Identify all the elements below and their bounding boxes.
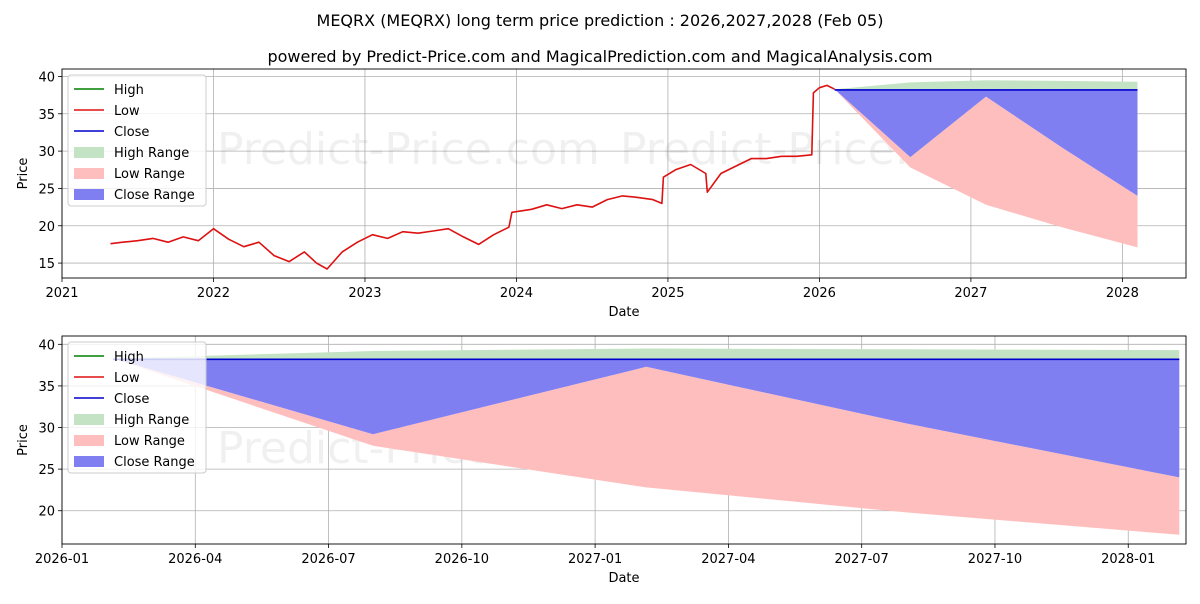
x-tick-label: 2027-01: [568, 552, 622, 567]
x-axis-label: Date: [608, 571, 639, 586]
y-tick-label: 25: [38, 182, 55, 197]
legend-swatch-patch: [74, 435, 104, 446]
y-axis-label: Price: [16, 158, 31, 190]
x-tick-label: 2026-04: [168, 552, 222, 567]
legend-swatch-patch: [74, 414, 104, 425]
low-range-band: [834, 89, 1138, 248]
high-range-band: [113, 348, 1180, 359]
legend-label: Low Range: [114, 167, 185, 182]
legend-label: Close Range: [114, 188, 195, 203]
y-tick-label: 35: [38, 380, 55, 395]
high-range-band: [834, 80, 1138, 90]
legend-label: Close: [114, 125, 149, 140]
legend-swatch-patch: [74, 456, 104, 467]
x-tick-label: 2027: [954, 286, 987, 301]
chart-subtitle: powered by Predict-Price.com and Magical…: [267, 47, 932, 66]
x-tick-label: 2026-07: [301, 552, 355, 567]
watermark-text: Predict-Price.com: [217, 124, 600, 175]
x-tick-label: 2026-01: [35, 552, 89, 567]
y-tick-label: 20: [38, 220, 55, 235]
x-tick-label: 2026: [803, 286, 836, 301]
x-tick-label: 2027-07: [835, 552, 889, 567]
x-tick-label: 2025: [651, 286, 684, 301]
y-tick-label: 40: [38, 70, 55, 85]
y-tick-label: 30: [38, 145, 55, 160]
legend-label: High Range: [114, 413, 189, 428]
legend-label: Low: [114, 371, 140, 386]
x-axis-label: Date: [608, 305, 639, 320]
y-tick-label: 40: [38, 338, 55, 353]
x-tick-label: 2023: [348, 286, 381, 301]
legend-label: High: [114, 350, 144, 365]
legend-label: Close: [114, 392, 149, 407]
legend: High Low Close High Range Low Range Close Ran…: [67, 341, 207, 474]
x-tick-label: 2028-01: [1101, 552, 1155, 567]
y-tick-label: 15: [38, 257, 55, 272]
x-tick-label: 2021: [45, 286, 78, 301]
x-tick-label: 2026-10: [435, 552, 489, 567]
y-tick-label: 30: [38, 422, 55, 437]
y-tick-label: 25: [38, 463, 55, 478]
y-tick-label: 20: [38, 505, 55, 520]
plot-area: [110, 80, 1138, 270]
legend-label: High: [114, 83, 144, 98]
y-tick-label: 35: [38, 108, 55, 123]
legend-swatch-patch: [74, 168, 104, 179]
axes-frame: [61, 335, 1187, 545]
plot-area: [113, 348, 1180, 535]
x-tick-label: 2027-04: [701, 552, 755, 567]
low-range-band: [113, 358, 1180, 535]
x-tick-label: 2024: [500, 286, 533, 301]
legend-label: Low Range: [114, 434, 185, 449]
legend-swatch-patch: [74, 147, 104, 158]
legend: High Low Close High Range Low Range Close Ran…: [67, 74, 207, 207]
low-price-line: [110, 84, 835, 270]
legend-label: Close Range: [114, 455, 195, 470]
legend-label: Low: [114, 104, 140, 119]
y-axis-label: Price: [16, 424, 31, 456]
chart-title: MEQRX (MEQRX) long term price prediction…: [317, 11, 884, 30]
close-range-band: [113, 358, 1180, 478]
x-tick-label: 2028: [1106, 286, 1139, 301]
close-range-band: [834, 89, 1138, 196]
legend-label: High Range: [114, 146, 189, 161]
axes-frame: [61, 68, 1187, 279]
x-tick-label: 2022: [197, 286, 230, 301]
x-tick-label: 2027-10: [968, 552, 1022, 567]
legend-swatch-patch: [74, 189, 104, 200]
bottom-panel: Predict-Price.comPredict-Price.com2026-0…: [16, 335, 1187, 586]
